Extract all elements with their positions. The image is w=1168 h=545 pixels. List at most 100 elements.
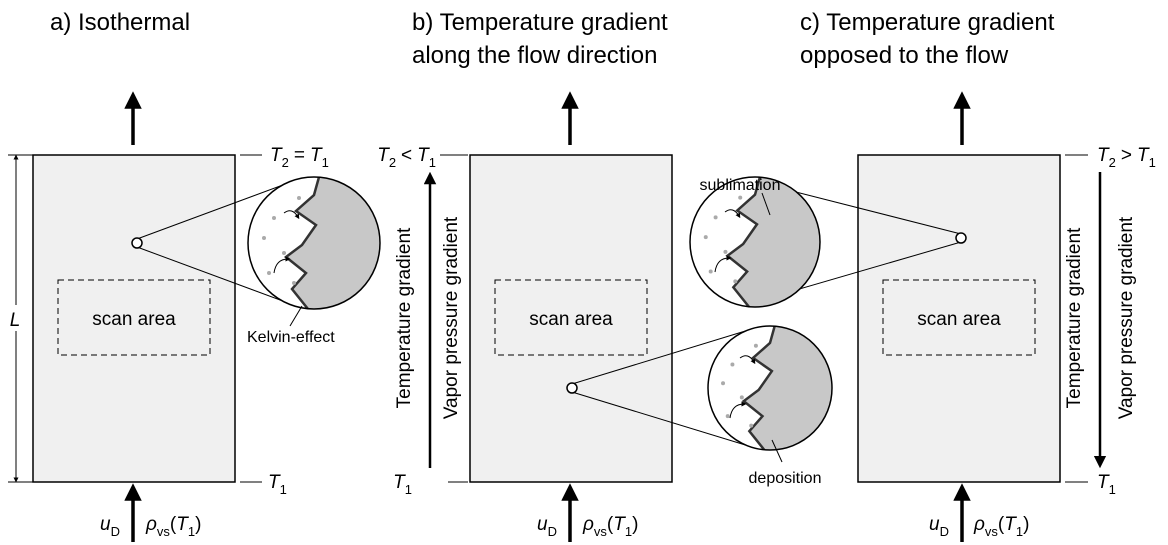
top-label-part: > xyxy=(1121,145,1132,166)
vapor-molecule xyxy=(733,279,738,284)
panel-title: c) Temperature gradient xyxy=(800,9,1055,36)
solid-phase xyxy=(743,326,832,450)
vapor-molecule xyxy=(749,423,754,428)
vapor-molecule xyxy=(713,215,718,220)
dim-label-bg xyxy=(4,305,26,331)
dimension-label: L xyxy=(10,310,21,331)
scan-area-label: scan area xyxy=(529,309,613,330)
scan-area-box xyxy=(494,279,648,356)
panel-title: opposed to the flow xyxy=(800,42,1009,69)
inflow-density-part: vs xyxy=(985,524,999,539)
magnified-view xyxy=(690,177,820,307)
top-label-part: = xyxy=(294,145,305,166)
inflow-density-part: ( xyxy=(998,514,1005,535)
molecule-path xyxy=(724,209,741,219)
vapor-molecule xyxy=(267,271,271,275)
inflow-density-part: 1 xyxy=(188,524,195,539)
sublimation-label: sublimation xyxy=(700,177,781,194)
inflow-velocity-part: D xyxy=(111,524,120,539)
bottom-label: T1 xyxy=(1097,472,1116,497)
zoom-line xyxy=(571,391,758,450)
bottom-label: T1 xyxy=(268,472,287,497)
top-label-part: 1 xyxy=(429,155,436,170)
molecule-path xyxy=(729,401,747,419)
top-label: T2 = T1 xyxy=(270,145,329,170)
vapor-molecule xyxy=(272,216,276,220)
bottom-label-part: T xyxy=(1097,472,1110,493)
magnified-view xyxy=(248,177,380,309)
molecule-path xyxy=(714,255,732,273)
vapor-molecule xyxy=(739,395,744,400)
inflow-velocity-part: u xyxy=(100,514,111,535)
zoom-source xyxy=(131,237,143,249)
molecule-path xyxy=(273,256,291,274)
inflow-density-part: T xyxy=(1004,514,1017,535)
zoom-source xyxy=(566,382,578,394)
annotation-leader xyxy=(771,439,783,463)
inflow-velocity-part: D xyxy=(940,524,949,539)
bottom-label-part: 1 xyxy=(405,482,412,497)
vapor-molecule xyxy=(753,343,758,348)
top-label-part: 1 xyxy=(1149,155,1156,170)
zoom-source xyxy=(955,232,967,244)
scan-area-box xyxy=(57,279,211,356)
vapor-molecule xyxy=(730,362,735,367)
top-label: T2 < T1 xyxy=(377,145,436,170)
panel-title: along the flow direction xyxy=(412,42,657,69)
inflow-velocity: uD xyxy=(100,514,120,539)
top-label-part: 2 xyxy=(1109,155,1116,170)
scan-area-box xyxy=(882,279,1036,356)
vapor-molecule xyxy=(282,251,286,255)
bottom-label-part: T xyxy=(268,472,281,493)
solid-phase xyxy=(727,177,820,307)
top-label-part: T xyxy=(1097,145,1110,166)
interface xyxy=(741,326,776,450)
vapor-molecule xyxy=(723,249,728,254)
inflow-density-part: ) xyxy=(1023,514,1029,535)
vapor-molecule xyxy=(262,236,266,240)
vapor-molecule xyxy=(738,195,743,200)
inflow-density: ρvs(T1) xyxy=(145,514,201,539)
top-label-part: T xyxy=(310,145,323,166)
top-label-part: T xyxy=(1137,145,1150,166)
panel-title: a) Isothermal xyxy=(50,9,190,36)
inflow-density-part: 1 xyxy=(625,524,632,539)
bubble-outline xyxy=(247,176,381,310)
bottom-label-part: 1 xyxy=(280,482,287,497)
inflow-density-part: T xyxy=(176,514,189,535)
top-label-part: 2 xyxy=(389,155,396,170)
molecule-path xyxy=(283,210,300,220)
interface xyxy=(725,177,762,307)
channel xyxy=(32,154,236,483)
inflow-velocity: uD xyxy=(929,514,949,539)
vapor-pressure-gradient-label: Vapor pressure gradient xyxy=(1116,216,1137,419)
scan-area-label: scan area xyxy=(917,309,1001,330)
annotation-leader xyxy=(289,305,303,327)
interface xyxy=(283,177,321,309)
temperature-gradient-label: Temperature gradient xyxy=(394,227,415,408)
vapor-molecule xyxy=(292,281,296,285)
channel xyxy=(469,154,673,483)
vapor-molecule xyxy=(703,235,708,240)
inflow-density-part: ( xyxy=(607,514,614,535)
inflow-density-part: ( xyxy=(170,514,177,535)
bottom-label: T1 xyxy=(393,472,412,497)
inflow-density-part: ρ xyxy=(145,514,157,535)
inflow-density-part: 1 xyxy=(1016,524,1023,539)
zoom-line xyxy=(571,326,758,385)
zoom-line xyxy=(136,246,301,309)
inflow-density-part: ) xyxy=(195,514,201,535)
inflow-density: ρvs(T1) xyxy=(582,514,638,539)
solid-phase xyxy=(286,177,380,309)
vapor-molecule xyxy=(721,381,726,386)
kelvin-label: Kelvin-effect xyxy=(247,329,335,346)
zoom-line xyxy=(136,177,301,240)
bubble-outline xyxy=(707,325,833,451)
inflow-velocity-part: u xyxy=(929,514,940,535)
annotation-leader xyxy=(761,192,771,216)
molecule-path xyxy=(739,355,756,365)
top-label-part: T xyxy=(417,145,430,166)
top-label: T2 > T1 xyxy=(1097,145,1156,170)
temperature-gradient-label: Temperature gradient xyxy=(1064,227,1085,408)
